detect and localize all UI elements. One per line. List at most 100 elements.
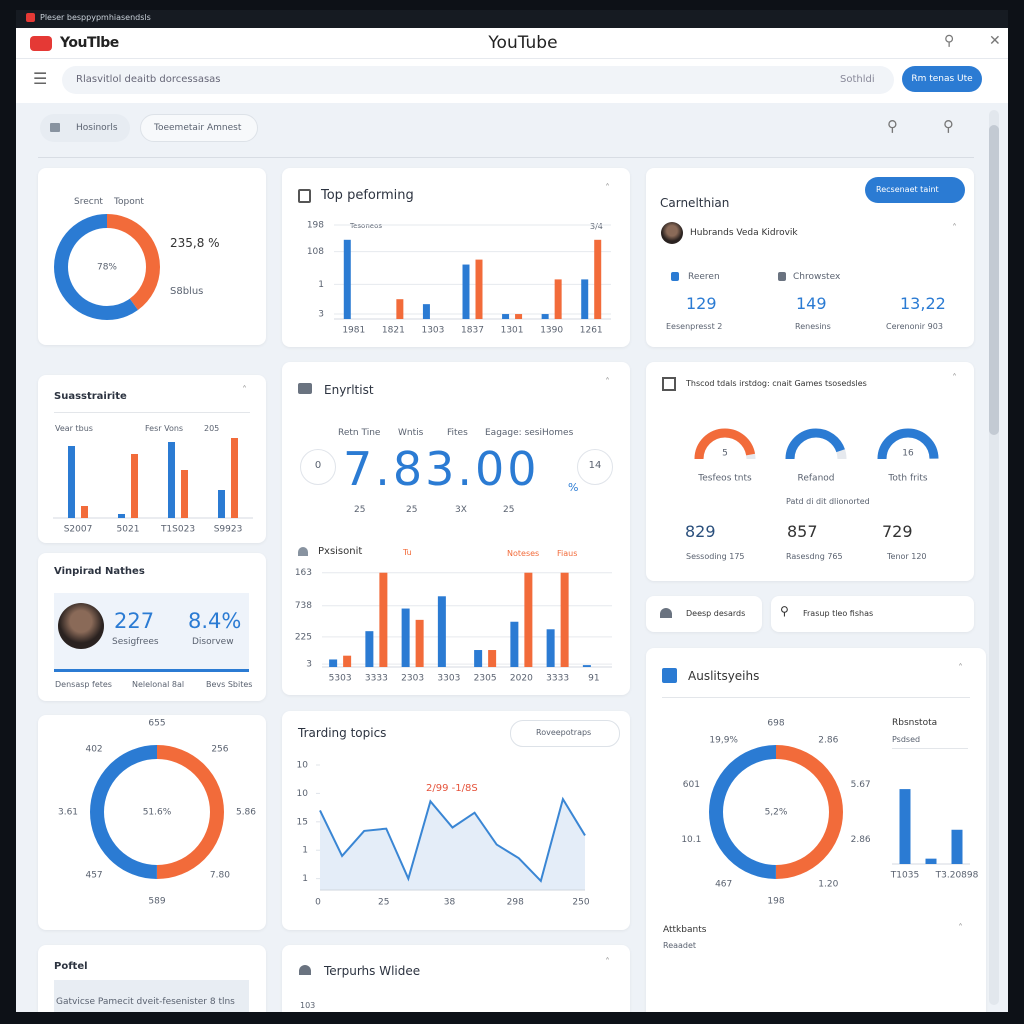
scrollbar-track [989,110,999,1005]
bar-chart: T1035 T3.20898 [890,789,979,881]
donut-label: 198 [767,897,784,907]
search-icon[interactable]: ⚲ [944,33,955,49]
x-tick-label: T1S023 [160,525,195,535]
annotation: 2/99 -1/8S [426,783,478,794]
donut-label: 655 [148,719,165,729]
gauge-arc [877,428,939,460]
close-icon[interactable]: ✕ [989,33,1001,49]
bar [396,299,404,319]
sub-value: 25 [354,505,366,515]
goals-panel [646,362,974,581]
icon [299,965,311,975]
icon [778,272,786,281]
bar [475,259,483,319]
x-tick-label: 1301 [501,326,524,336]
icon [298,547,308,556]
y-tick-label: 15 [297,817,308,827]
panel-title: Auslitsyeihs [688,669,760,683]
owner: Hubrands Veda Kidrovik [690,228,798,238]
logo: YouTlbe [60,35,119,51]
caret[interactable]: ˄ [605,957,610,968]
stat-caption: Sessoding 175 [686,552,745,561]
caret[interactable]: ˄ [958,663,963,674]
stat-value: 857 [787,522,818,541]
x-tick-label: 250 [572,898,589,908]
donut-center: 5,2% [765,808,788,818]
caret[interactable]: ˄ [952,223,957,234]
bar [181,470,188,518]
engagement-panel [282,362,630,695]
big-value: 7.83.00 [343,442,540,496]
action-button[interactable] [771,596,974,632]
profile-text: Gatvicse Pamecit dveit-fesenister 8 tlns [56,997,235,1007]
unit: % [568,481,579,494]
y-tick-label: 108 [307,247,324,257]
divider [38,157,974,158]
channel-button-label: Recsenaet taint [876,185,939,194]
search-input[interactable] [62,66,894,94]
audience-panel [646,648,986,1024]
filter-pill[interactable] [140,114,258,142]
donut-label: 5.86 [236,808,256,818]
stat-caption: Eesenpresst 2 [666,322,723,331]
bar [474,650,483,667]
bar [582,665,591,667]
bar [329,659,338,667]
gauge-center: 16 [902,449,914,459]
home-label: Hosinorls [76,123,118,133]
caret[interactable]: ˄ [605,377,610,388]
x-tick-label: 91 [588,674,599,684]
x-tick-label: 298 [507,898,524,908]
search-button[interactable] [902,66,982,92]
caret[interactable]: ˄ [958,923,963,934]
donut-label: 457 [85,870,102,880]
stat-value: 129 [686,294,717,313]
caret[interactable]: ˄ [605,183,610,194]
y-tick-label: 1 [318,280,324,290]
panel-title: Trarding topics [298,726,387,740]
sub-value: 3X [455,505,467,515]
stat-value: 13,22 [900,294,946,313]
search-placeholder: Rlasvitlol deaitb dorcessasas [76,74,221,85]
dropdown[interactable] [510,720,620,747]
bar [343,655,352,667]
bar [462,264,470,319]
filter-label: Toeemetair Amnest [154,123,242,133]
donut-label: 402 [85,745,102,755]
caret[interactable]: ˄ [242,385,247,396]
sub-value: 25 [406,505,418,515]
donut-segment [90,745,224,879]
subtitle: Patd di dit dlionorted [786,497,870,506]
stat-value: 729 [882,522,913,541]
icon [662,668,677,683]
bar [899,789,911,864]
scrollbar-thumb[interactable] [989,125,999,435]
column: Fites [447,428,468,438]
x-tick-label: 38 [444,898,456,908]
watched-panel [282,945,630,1024]
search-icon: ⚲ [780,604,789,618]
logo-icon [30,36,52,51]
channel-button[interactable] [865,177,965,203]
search-icon[interactable]: ⚲ [887,117,898,135]
bar [541,314,549,319]
donut-segment [54,214,160,320]
header-title: YouTube [488,33,558,53]
home-icon [50,123,60,132]
bar [422,304,430,319]
note: Tu [403,548,412,557]
gauge-caption: Refanod [798,474,835,484]
x-tick-label: 3333 [546,674,569,684]
dropdown-label: Roveepotraps [536,728,592,737]
x-tick-label: 1981 [342,326,365,336]
menu-icon[interactable]: ☰ [33,69,48,88]
x-tick-label: 2305 [474,674,497,684]
gauge-caption: Toth frits [887,474,927,484]
caret[interactable]: ˄ [952,373,957,384]
donut-center: 78% [97,263,117,273]
line [319,796,586,883]
search-icon[interactable]: ⚲ [943,117,954,135]
panel-title: Terpurhs Wlidee [324,964,421,978]
bar [131,454,138,518]
